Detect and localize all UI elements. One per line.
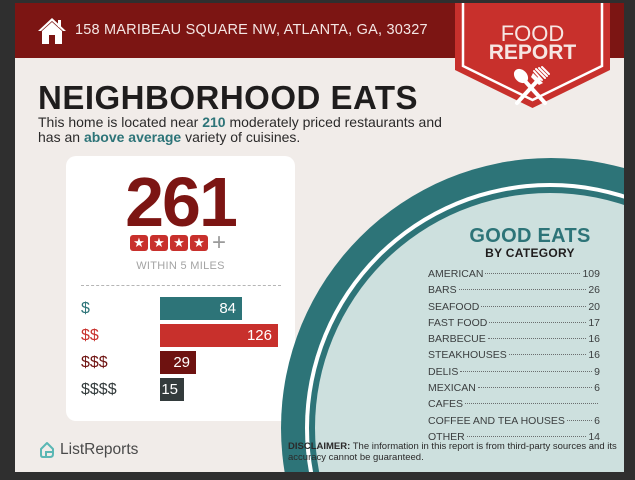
star-icon: ★ — [130, 235, 148, 251]
category-row: CAFES — [428, 398, 600, 414]
listreports-logo-icon — [40, 442, 54, 458]
dot-leader — [465, 403, 598, 405]
category-name: BARBECUE — [428, 333, 486, 346]
category-count: 20 — [588, 300, 600, 313]
category-row: BARS 26 — [428, 284, 600, 300]
disclaimer-text: The information in this report is from t… — [288, 441, 617, 463]
plus-icon: + — [212, 229, 227, 256]
divider — [81, 285, 281, 286]
category-list: AMERICAN 109 BARS 26 SEAFOOD 20 FAST FOOD 17… — [428, 268, 600, 447]
category-row: FAST FOOD 17 — [428, 317, 600, 333]
price-bar: 84 — [160, 297, 242, 320]
dot-leader — [481, 305, 587, 307]
star-icon: ★ — [190, 235, 208, 251]
categories-subtitle: BY CATEGORY — [485, 246, 575, 260]
dot-leader — [458, 289, 587, 291]
dot-leader — [487, 338, 587, 340]
category-row: SEAFOOD 20 — [428, 301, 600, 317]
intro-part1: This home is located near — [38, 114, 203, 130]
category-name: CAFES — [428, 398, 464, 411]
price-row: $$$ 29 — [81, 351, 291, 374]
food-report-ribbon — [455, 3, 610, 108]
category-count: 16 — [588, 333, 600, 346]
brand-name: ListReports — [60, 441, 139, 458]
price-label: $$$$ — [81, 381, 117, 398]
star-rating: ★ ★ ★ ★ — [130, 235, 208, 251]
category-count: 26 — [588, 284, 600, 297]
category-name: AMERICAN — [428, 268, 484, 280]
intro-text: This home is located near 210 moderately… — [38, 115, 458, 145]
category-row: STEAKHOUSES 16 — [428, 349, 600, 365]
page-title: NEIGHBORHOOD EATS — [38, 79, 419, 116]
badge-line1: FOOD — [500, 21, 565, 46]
price-row: $$ 126 — [81, 324, 291, 347]
dot-leader — [477, 387, 593, 389]
category-row: DELIS 9 — [428, 366, 600, 382]
address-text: 158 MARIBEAU SQUARE NW, ATLANTA, GA, 303… — [75, 22, 428, 38]
category-count: 14 — [588, 430, 600, 443]
category-name: SEAFOOD — [428, 300, 480, 313]
star-icon: ★ — [170, 235, 188, 251]
variety-rating: above average — [83, 129, 182, 145]
category-name: DELIS — [428, 365, 459, 378]
price-label: $$$ — [81, 354, 108, 371]
disclaimer-label: DISCLAIMER: — [288, 441, 351, 452]
dot-leader — [485, 273, 581, 274]
dot-leader — [508, 354, 587, 356]
category-name: COFFEE AND TEA HOUSES — [428, 414, 565, 427]
category-row: BARBECUE 16 — [428, 333, 600, 349]
category-name: MEXICAN — [428, 382, 476, 395]
dot-leader — [566, 419, 593, 421]
category-row: COFFEE AND TEA HOUSES 6 — [428, 415, 600, 431]
category-count: 6 — [594, 414, 600, 427]
listreports-logo: ListReports — [38, 441, 138, 459]
intro-part2: moderately priced restaurants and has an — [38, 114, 442, 145]
price-row: $$$$ 15 — [81, 378, 291, 401]
category-name: STEAKHOUSES — [428, 349, 507, 362]
summary-card: 261 ★ ★ ★ ★ + WITHIN 5 MILES $ 84 $$ 126… — [66, 156, 295, 421]
category-row: MEXICAN 6 — [428, 382, 600, 398]
category-name: BARS — [428, 284, 457, 297]
food-report-page: 158 MARIBEAU SQUARE NW, ATLANTA, GA, 303… — [15, 3, 624, 472]
price-bar: 15 — [160, 378, 184, 401]
category-row: AMERICAN 109 — [428, 268, 600, 284]
dot-leader — [489, 321, 587, 323]
price-bar: 126 — [160, 324, 278, 347]
categories-title: GOOD EATS — [469, 225, 591, 247]
category-name: OTHER — [428, 430, 465, 443]
category-count: 9 — [594, 365, 600, 378]
price-label: $ — [81, 300, 90, 317]
category-count: 6 — [594, 382, 600, 395]
star-icon: ★ — [150, 235, 168, 251]
dot-leader — [460, 370, 593, 372]
spoon-fork-icon — [513, 66, 550, 105]
category-count: 16 — [588, 349, 600, 362]
restaurant-count: 210 — [202, 114, 226, 130]
category-name: FAST FOOD — [428, 316, 488, 329]
price-label: $$ — [81, 327, 99, 344]
dot-leader — [466, 435, 587, 437]
disclaimer: DISCLAIMER: The information in this repo… — [288, 441, 618, 463]
radius-label: WITHIN 5 MILES — [136, 260, 225, 272]
price-bar: 29 — [160, 351, 196, 374]
intro-part3: variety of cuisines. — [181, 129, 301, 145]
category-count: 17 — [588, 316, 600, 329]
badge-line2: REPORT — [488, 41, 577, 64]
total-restaurants: 261 — [125, 163, 238, 241]
category-count: 109 — [582, 268, 600, 280]
price-row: $ 84 — [81, 297, 291, 320]
category-row: OTHER 14 — [428, 431, 600, 447]
home-icon — [38, 18, 66, 44]
